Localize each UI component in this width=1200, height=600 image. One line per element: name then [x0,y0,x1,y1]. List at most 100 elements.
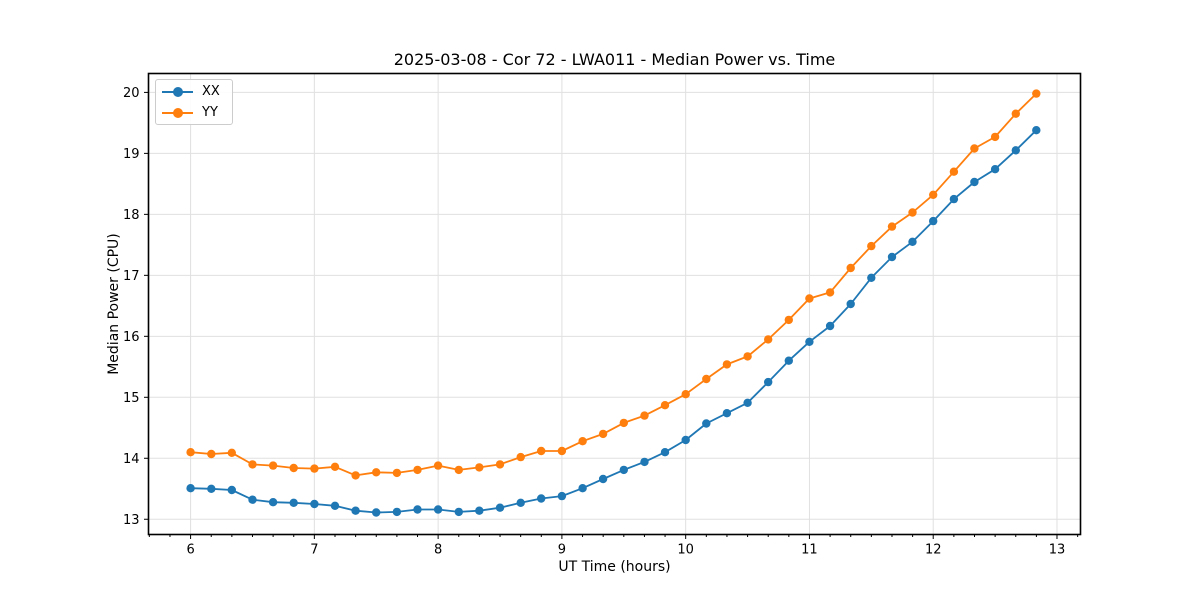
data-point [475,506,484,515]
data-point [413,505,422,514]
legend-label-xx: XX [202,84,220,99]
data-point [764,377,773,387]
data-point [970,177,979,187]
data-point [268,498,278,507]
data-point [372,508,381,517]
data-point [681,435,690,445]
data-point [970,144,979,153]
data-point [516,498,525,507]
x-tick-label: 10 [677,543,694,558]
data-point [846,299,855,309]
data-point [990,132,1000,142]
data-point [640,457,649,467]
data-point [248,460,257,469]
x-tick-label: 13 [1049,543,1066,558]
data-point [186,484,195,493]
data-point [640,411,649,420]
data-point [867,273,876,282]
data-point [227,448,236,457]
legend-line-marker-icon [162,107,193,118]
data-point [784,315,793,325]
x-axis-label: UT Time (hours) [558,559,671,575]
data-point [887,252,897,262]
data-point [702,419,711,428]
data-point [413,465,422,475]
data-point [330,501,340,510]
data-point [825,321,835,331]
data-point [846,263,855,273]
data-point [660,448,670,457]
data-point [619,465,628,475]
y-tick-label: 17 [123,269,140,284]
data-point [1032,126,1041,135]
y-tick-label: 13 [123,513,140,528]
data-point [1011,109,1020,118]
data-point [908,237,917,246]
data-point [557,491,567,501]
data-point [908,208,917,217]
data-point [433,461,443,470]
data-point [598,474,608,484]
series-xx [186,126,1041,517]
data-point [887,222,897,231]
data-point [392,507,402,517]
data-point [310,464,319,473]
data-point [949,167,959,176]
data-point [598,429,608,439]
axes-spines [147,72,1082,536]
data-point [743,398,752,407]
data-point [949,194,959,204]
data-point [495,503,505,512]
data-point [578,484,587,493]
data-point [784,356,793,365]
data-point [207,484,216,493]
x-tick-label: 11 [801,543,818,558]
data-point [660,401,670,410]
data-point [351,471,360,480]
data-point [619,418,628,428]
data-point [825,288,835,297]
chart-title: 2025-03-08 - Cor 72 - LWA011 - Median Po… [393,50,836,69]
data-point [186,448,195,457]
data-point [268,461,278,470]
data-point [867,241,876,251]
data-point [372,468,381,477]
data-point [207,449,216,459]
x-tick-label: 6 [186,543,194,558]
y-tick-label: 20 [123,86,140,101]
y-tick-label: 19 [123,147,140,162]
y-axis-label-text: Median Power (CPU) [106,233,122,375]
data-point [764,335,773,344]
y-tick-label: 16 [123,330,140,345]
data-point [743,352,752,361]
data-point [1032,89,1041,98]
legend-entry-yy: YY [162,103,232,122]
data-point [433,505,443,514]
data-point [722,409,732,418]
legend-line-marker-icon [162,86,193,97]
series-yy [186,89,1041,480]
data-point [495,460,505,469]
gridlines [148,73,1081,535]
x-tick-label: 9 [558,543,566,558]
data-point [351,506,360,515]
data-point [702,374,711,384]
tick-marks [144,91,1079,539]
data-point [929,216,938,226]
legend-entry-xx: XX [162,82,232,101]
data-point [248,495,257,504]
data-point [454,465,463,475]
data-point [537,446,546,456]
data-point [392,468,402,478]
data-point [805,294,814,303]
data-point [929,190,938,199]
data-point [557,446,567,456]
data-point [516,452,525,462]
data-point [722,360,732,369]
data-point [330,462,340,471]
data-point [289,463,298,473]
data-point [454,507,463,517]
legend: XX YY [155,79,233,125]
